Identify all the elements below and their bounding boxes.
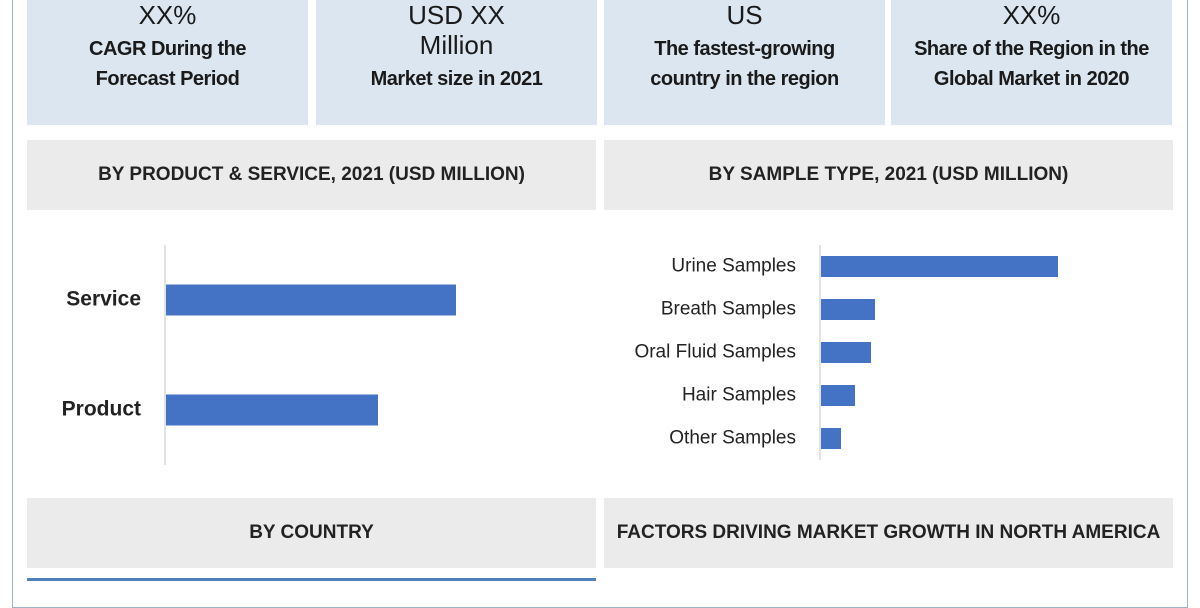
stat-label: Market size in 2021 <box>370 68 543 90</box>
stat-label: The fastest-growing country in the regio… <box>650 38 839 90</box>
chart: Service Product <box>62 245 456 465</box>
chart-title: BY SAMPLE TYPE, 2021 (USD MILLION) <box>604 140 1173 210</box>
bar <box>166 284 456 316</box>
stat-card: XX% Share of the Region in the Global Mar… <box>891 0 1172 125</box>
bar <box>821 256 1058 277</box>
section-title: BY COUNTRY <box>27 498 596 568</box>
chart-title: BY PRODUCT & SERVICE, 2021 (USD MILLION) <box>27 140 596 210</box>
divider <box>27 578 596 581</box>
bar <box>166 394 378 426</box>
category-label: Breath Samples <box>661 299 796 320</box>
category-label: Other Samples <box>669 428 796 449</box>
stat-label: CAGR During the Forecast Period <box>89 38 246 90</box>
category-label: Urine Samples <box>671 256 796 277</box>
bar <box>821 385 855 406</box>
bar <box>821 299 875 320</box>
stat-card: USD XX Million Market size in 2021 <box>316 0 597 125</box>
stat-value: XX% <box>1002 0 1061 30</box>
stat-card: US The fastest-growing country in the reg… <box>604 0 885 125</box>
chart: Urine Samples Breath Samples Oral Fluid Sa… <box>634 245 1058 460</box>
section-title: FACTORS DRIVING MARKET GROWTH IN NORTH A… <box>604 498 1173 568</box>
stat-value: US <box>726 0 763 30</box>
category-label: Product <box>62 398 141 421</box>
bar <box>821 342 871 363</box>
stat-card: XX% CAGR During the Forecast Period <box>27 0 308 125</box>
stat-value: USD XX Million <box>408 0 505 60</box>
bar <box>821 428 841 449</box>
stat-value: XX% <box>138 0 197 30</box>
category-label: Oral Fluid Samples <box>634 342 796 363</box>
stat-label: Share of the Region in the Global Market… <box>914 38 1149 90</box>
category-label: Hair Samples <box>682 385 796 406</box>
category-label: Service <box>66 288 141 311</box>
